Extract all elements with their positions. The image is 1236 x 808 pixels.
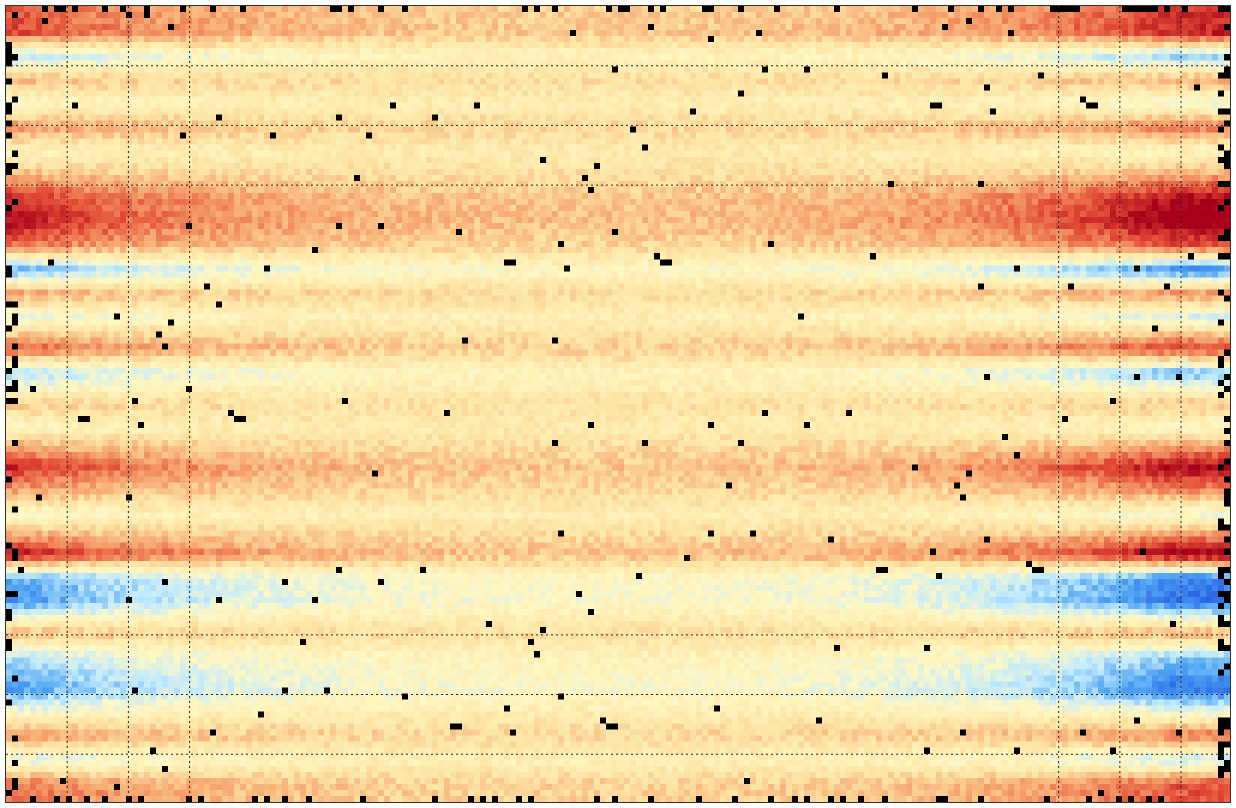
- heatmap-grid: [6, 6, 1230, 802]
- plot-area-frame: [5, 5, 1231, 803]
